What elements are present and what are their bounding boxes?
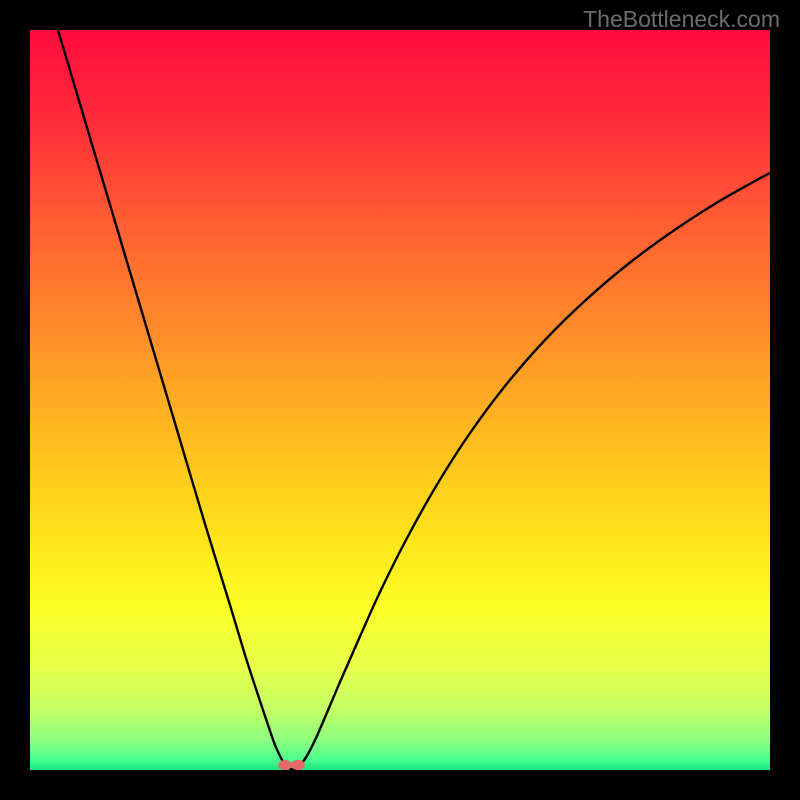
data-marker: [278, 760, 292, 770]
chart-frame: TheBottleneck.com: [0, 0, 800, 800]
data-marker: [291, 760, 305, 770]
watermark-text: TheBottleneck.com: [583, 6, 780, 33]
bottleneck-curve: [30, 30, 770, 770]
plot-area: [30, 30, 770, 770]
